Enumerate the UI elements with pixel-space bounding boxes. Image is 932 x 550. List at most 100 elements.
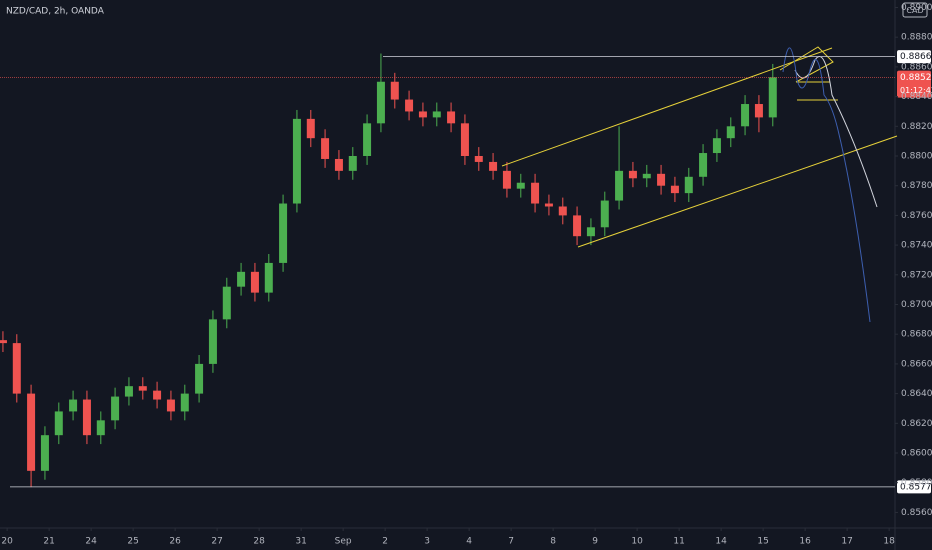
x-tick-label: 8 [550,537,556,547]
candle-body [418,111,427,118]
candle-body [573,215,582,237]
candle-body [138,386,147,391]
candle-body [657,173,666,186]
candle-body [237,271,246,287]
x-tick-label: 16 [799,537,811,547]
x-tick-label: 25 [127,537,138,547]
candle-body [321,138,330,159]
wedge [779,46,834,83]
currency-badge[interactable] [902,2,928,18]
candle-body [447,111,456,124]
last-price-label: 0.88528 [900,73,932,83]
x-tick-label: 21 [43,537,54,547]
candle-body [460,123,469,157]
candle-body [124,386,133,397]
projection-curve [782,47,871,323]
x-tick-label: 27 [211,537,222,547]
x-tick-label: 26 [169,537,181,547]
candle-body [264,262,273,293]
x-tick-label: 18 [883,537,895,547]
candle-body [69,399,78,412]
x-tick-label: 17 [841,537,852,547]
overlay: 0.88669 0.85772 0.88528 01:12:42 [0,50,932,494]
candle-body [166,399,175,412]
candle-body [531,182,540,204]
x-tick-label: 3 [424,537,430,547]
x-tick-label: 11 [673,537,684,547]
candle-body [628,170,637,179]
candle-body [54,411,63,436]
candle-body [250,271,259,293]
x-tick-label: 14 [715,537,727,547]
candle-body [180,393,189,412]
currency-label[interactable]: CAD [906,6,923,15]
candle-body [558,206,567,216]
level-label-box [897,50,931,64]
candle-body [726,126,735,139]
candle-body [642,173,651,179]
candle-body [376,81,385,124]
x-tick-label: 24 [85,537,97,547]
candle-body [516,182,525,189]
candle-body [40,435,49,471]
x-tick-label: 4 [466,537,472,547]
x-tick-label: 7 [508,537,514,547]
candle-body [12,343,21,394]
candle-body [96,420,105,436]
candle-body [474,156,483,162]
candle-body [432,111,441,118]
last-price-box [897,70,931,98]
candle-body [27,393,36,471]
candle-body [615,170,624,201]
candle-body [670,185,679,194]
candle-body [712,138,721,154]
drawings [501,46,898,323]
x-tick-label: 28 [253,537,265,547]
candle-body [600,200,609,228]
countdown: 01:12:42 [900,86,932,95]
x-tick-label: 9 [592,537,598,547]
candle-body [306,118,315,139]
x-tick-label: 10 [631,537,643,547]
candle-body [684,176,693,194]
candle-body [741,104,750,127]
candle-body [348,156,357,171]
candle-body [111,396,120,421]
candle-body [502,170,511,189]
candle-body [195,363,204,394]
candle-body [279,203,288,263]
candle-body [754,104,763,118]
candle-body [334,158,343,171]
candle-body [208,319,217,364]
chart-title: NZD/CAD, 2h, OANDA [6,7,105,17]
plot [0,53,777,488]
x-tick-label: Sep [335,537,352,547]
candle-body [363,123,372,157]
level-label-box [897,480,931,494]
y-tick-label: 0.89000 [901,3,932,13]
x-tick-label: 2 [382,537,388,547]
x-tick-label: 15 [757,537,768,547]
candle-body [292,118,301,204]
level-label: 0.85772 [900,482,932,492]
candle-body [153,390,162,400]
